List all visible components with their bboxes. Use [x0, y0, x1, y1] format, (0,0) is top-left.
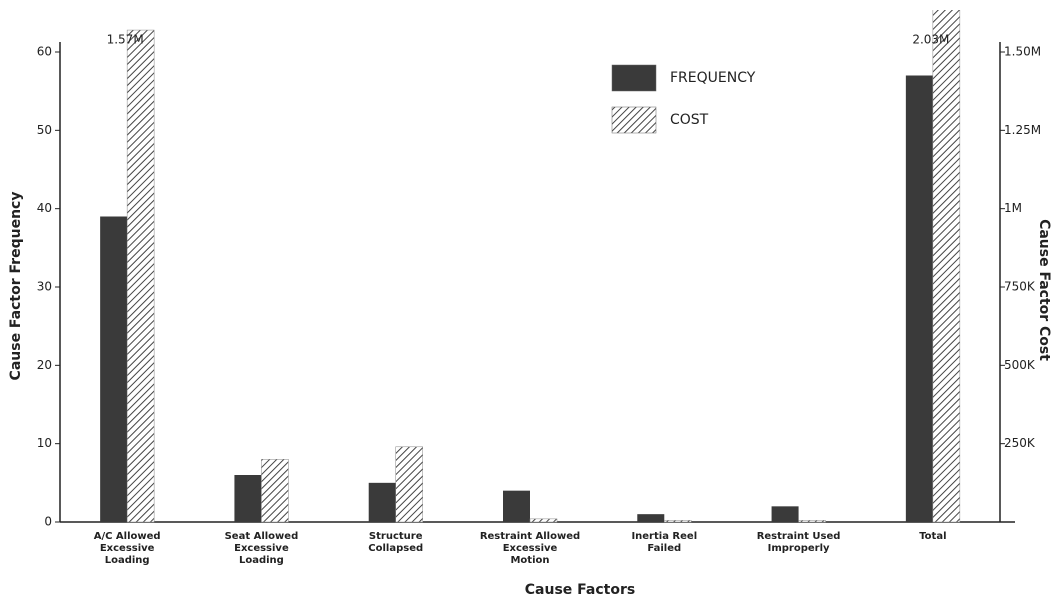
cost-bar	[932, 10, 961, 523]
y2-tick-label: 250K	[1004, 436, 1036, 450]
x-tick-label: A/C Allowed	[94, 531, 161, 542]
x-tick-label: Structure	[369, 531, 423, 542]
y-tick-label: 50	[37, 123, 52, 137]
frequency-bar	[234, 475, 262, 522]
x-tick-label: Improperly	[768, 543, 830, 554]
cost-bar	[798, 520, 826, 523]
x-tick-label: Excessive	[100, 543, 155, 554]
x-tick-label: Excessive	[234, 543, 289, 554]
y-tick-label: 0	[44, 515, 52, 529]
legend-swatch	[611, 64, 657, 92]
y2-tick-label: 1.50M	[1004, 45, 1041, 59]
x-tick-label: Loading	[239, 555, 284, 566]
y-axis-title: Cause Factor Frequency	[8, 192, 24, 381]
cost-bar	[126, 29, 155, 523]
frequency-bar	[100, 216, 128, 522]
x-tick-label: Failed	[647, 543, 681, 554]
legend-swatch	[611, 106, 657, 134]
frequency-bar	[771, 506, 799, 522]
y2-axis-title: Cause Factor Cost	[1036, 219, 1052, 361]
y2-tick-label: 750K	[1004, 280, 1036, 294]
x-tick-label: Excessive	[503, 543, 558, 554]
frequency-bar	[637, 514, 665, 522]
cost-bar	[529, 518, 558, 523]
y2-tick-label: 1M	[1004, 201, 1022, 215]
cost-value-label: 2.03M	[912, 33, 949, 47]
cost-bar	[261, 459, 289, 523]
x-tick-label: Collapsed	[368, 543, 423, 554]
frequency-bar	[368, 482, 396, 522]
y-tick-label: 20	[37, 358, 52, 372]
y-tick-label: 60	[37, 45, 52, 59]
cost-bar	[664, 520, 692, 523]
cost-bar	[395, 446, 423, 523]
x-tick-label: Restraint Used	[757, 531, 841, 542]
cost-value-label: 1.57M	[107, 33, 144, 47]
bars	[100, 10, 961, 523]
y-tick-label: 10	[37, 436, 52, 450]
x-axis-title: Cause Factors	[525, 582, 635, 598]
frequency-bar	[905, 75, 933, 522]
x-tick-label: Loading	[105, 555, 150, 566]
y-tick-label: 30	[37, 280, 52, 294]
x-tick-label: Inertia Reel	[631, 531, 697, 542]
y-tick-label: 40	[37, 201, 52, 215]
x-tick-label: Seat Allowed	[225, 531, 299, 542]
legend-label: FREQUENCY	[670, 70, 756, 86]
y2-tick-label: 500K	[1004, 358, 1036, 372]
frequency-bar	[503, 490, 530, 522]
x-tick-label: Restraint Allowed	[480, 531, 580, 542]
y2-tick-label: 1.25M	[1004, 123, 1041, 137]
x-tick-label: Motion	[510, 555, 549, 566]
legend-label: COST	[670, 112, 709, 128]
x-tick-label: Total	[919, 531, 946, 542]
